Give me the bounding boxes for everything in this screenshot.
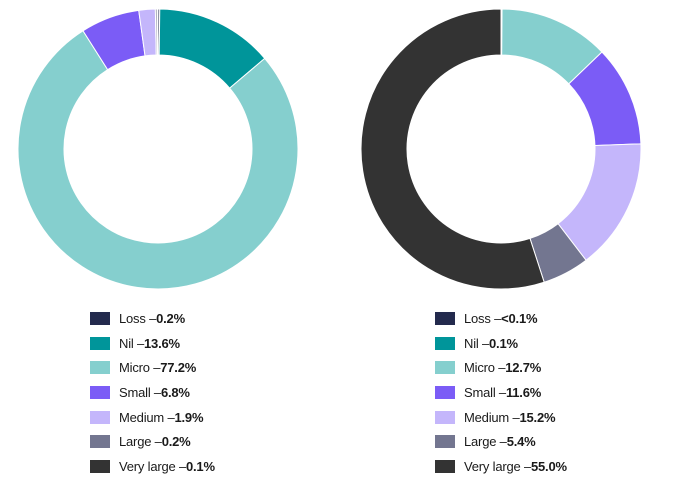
legend-item-left-nil: Nil – 13.6% [90,331,215,356]
legend-label: Loss – [464,310,502,326]
legend-value: 6.8% [160,384,190,400]
legend-value: 0.2% [161,434,191,450]
legend-swatch [435,459,455,473]
legend-label: Medium – [464,409,520,425]
legend-item-left-medium: Medium – 1.9% [90,405,215,430]
legend-swatch [90,410,110,424]
legend-swatch [90,385,110,399]
legend-value: 0.1% [489,335,518,351]
legend-item-left-loss: Loss – 0.2% [90,306,215,331]
legend-label: Micro – [119,360,161,376]
legend-item-left-large: Large – 0.2% [90,429,215,454]
legend-label: Very large – [464,458,531,474]
legend-swatch [435,336,455,350]
legend-label: Micro – [464,360,506,376]
legend-item-right-nil: Nil – 0.1% [435,331,567,356]
donut-chart-right: Loss – <0.1% Nil – 0.1% Micro – 12.7% Small… [343,0,686,480]
legend-item-right-medium: Medium – 15.2% [435,405,567,430]
legend-label: Very large – [119,458,186,474]
legend-swatch [90,361,110,375]
legend-value: 13.6% [144,335,180,351]
legend-value: 11.6% [505,384,542,400]
legend-swatch [90,459,110,473]
legend-item-right-large: Large – 5.4% [435,429,567,454]
legend-item-right-micro: Micro – 12.7% [435,355,567,380]
legend-swatch [435,435,455,449]
legend-swatch [90,336,110,350]
legend-swatch [435,385,455,399]
legend-label: Medium – [119,409,175,425]
legend-item-right-loss: Loss – <0.1% [435,306,567,331]
legend-value: 0.2% [156,310,185,326]
legend-label: Loss – [119,310,157,326]
legend-right: Loss – <0.1% Nil – 0.1% Micro – 12.7% Small… [435,306,567,479]
legend-value: 1.9% [174,409,204,425]
legend-item-right-very-large: Very large – 55.0% [435,454,567,479]
legend-swatch [435,361,455,375]
legend-value: 15.2% [519,409,556,425]
legend-item-left-small: Small – 6.8% [90,380,215,405]
legend-label: Small – [119,384,161,400]
legend-value: 55.0% [530,458,567,474]
legend-label: Small – [464,384,506,400]
legend-label: Nil – [119,335,145,351]
donut-left [17,8,299,290]
legend-swatch [90,311,110,325]
legend-value: <0.1% [501,310,538,326]
legend-label: Nil – [464,335,490,351]
legend-swatch [90,435,110,449]
legend-value: 77.2% [160,360,197,376]
legend-swatch [435,311,455,325]
legend-label: Large – [464,434,507,450]
legend-value: 5.4% [506,434,536,450]
slice-right-very-large [360,8,545,290]
slice-left-very-large [156,8,159,56]
legend-item-right-small: Small – 11.6% [435,380,567,405]
legend-item-left-very-large: Very large – 0.1% [90,454,215,479]
donut-right [360,8,642,290]
legend-swatch [435,410,455,424]
legend-item-left-micro: Micro – 77.2% [90,355,215,380]
legend-label: Large – [119,434,162,450]
legend-value: 12.7% [505,360,542,376]
legend-left: Loss – 0.2% Nil – 13.6% Micro – 77.2% Small… [90,306,215,479]
donut-chart-left: Loss – 0.2% Nil – 13.6% Micro – 77.2% Small… [17,8,299,479]
slice-left-micro [17,30,299,290]
legend-value: 0.1% [185,458,215,474]
